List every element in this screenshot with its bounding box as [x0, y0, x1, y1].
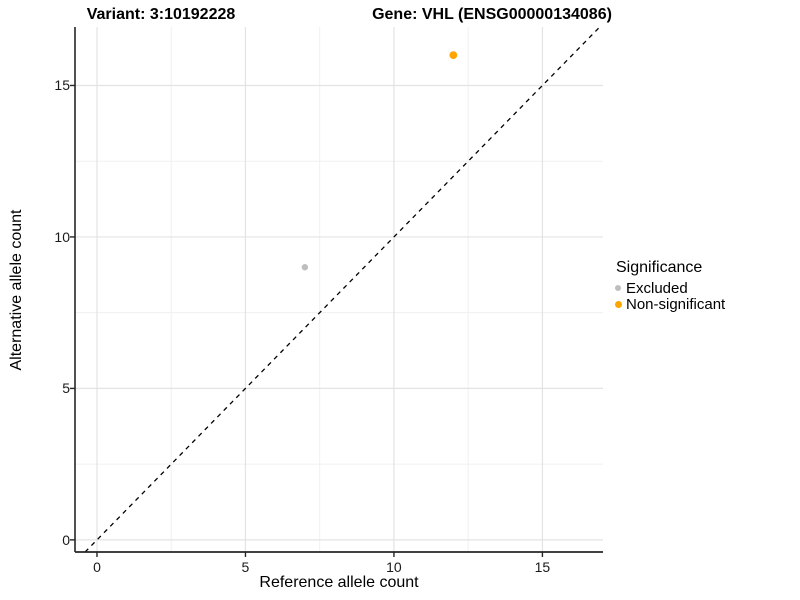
- identity-reference-line: [84, 26, 601, 553]
- y-tick-label: 15: [54, 77, 70, 94]
- y-tick-label: 10: [54, 228, 70, 245]
- orange-dot-swatch: [614, 300, 622, 308]
- legend: Significance Excluded Non-significant: [613, 258, 726, 313]
- data-point-non-significant: [449, 51, 458, 60]
- plot-title-gene: Gene: VHL (ENSG00000134086): [372, 6, 612, 23]
- x-tick-label: 5: [241, 559, 250, 575]
- x-tick-label: 15: [534, 559, 551, 575]
- y-tick-label: 5: [62, 380, 70, 397]
- data-point-excluded: [301, 264, 309, 271]
- legend-item-label: Non-significant: [626, 295, 726, 313]
- legend-title: Significance: [616, 259, 703, 276]
- excluded-point-icon: [613, 285, 623, 291]
- y-tick-label: 0: [62, 531, 70, 548]
- plot-title-variant: Variant: 3:10192228: [86, 6, 236, 23]
- x-tick-label: 10: [386, 559, 402, 575]
- legend-item-excluded: Excluded: [613, 279, 725, 297]
- legend-item-non-significant: Non-significant: [613, 295, 726, 313]
- gray-dot-swatch: [615, 285, 621, 291]
- non-significant-point-icon: [613, 300, 623, 308]
- y-axis-title: Alternative allele count: [8, 209, 25, 371]
- x-axis-title: Reference allele count: [259, 574, 419, 591]
- legend-item-label: Excluded: [626, 279, 688, 297]
- x-tick-label: 0: [93, 559, 101, 575]
